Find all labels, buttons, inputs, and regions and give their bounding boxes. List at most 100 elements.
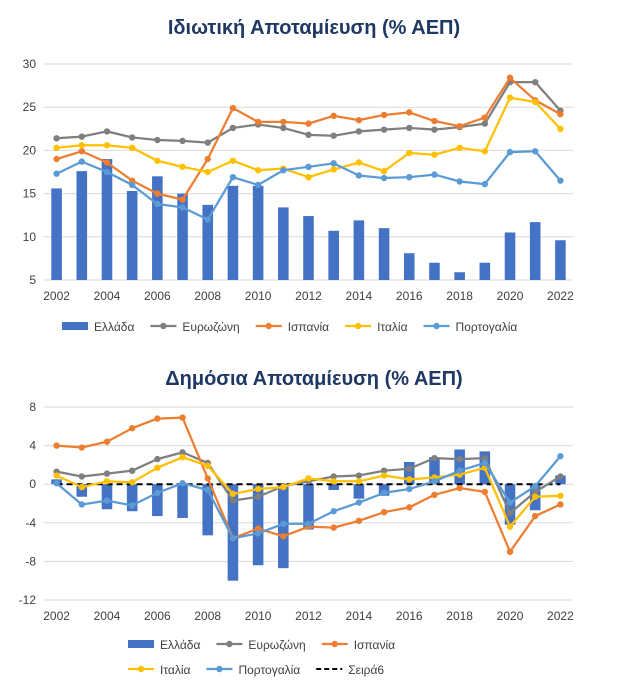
- point-eurozone-2020: [506, 509, 514, 517]
- y-tick-label: 4: [29, 439, 36, 453]
- point-spain-2021: [532, 512, 539, 520]
- bar-greece-2016: [403, 253, 415, 280]
- x-tick-label: 2012: [295, 289, 322, 303]
- legend-item-spain: Ισπανία: [255, 320, 329, 334]
- point-eurozone-2016: [406, 124, 413, 132]
- x-tick-label: 2018: [446, 609, 473, 623]
- point-eurozone-2017: [431, 126, 438, 133]
- italy-series: [53, 453, 564, 530]
- x-tick-label: 2010: [245, 609, 272, 623]
- bar-greece-2016: [403, 462, 415, 485]
- point-portugal-2005: [128, 181, 136, 189]
- point-portugal-2010: [254, 181, 262, 189]
- point-eurozone-2015: [380, 467, 388, 474]
- bar-greece-2014: [353, 484, 365, 499]
- y-tick-label: 15: [23, 187, 37, 201]
- point-italy-2009: [229, 490, 237, 498]
- point-italy-2005: [128, 479, 136, 486]
- point-portugal-2007: [179, 480, 186, 487]
- point-eurozone-2005: [128, 134, 136, 141]
- legend-label: Ευρωζώνη: [182, 320, 239, 334]
- legend-swatch: [128, 640, 154, 648]
- bar-greece-2002: [51, 188, 62, 280]
- x-tick-label: 2002: [43, 289, 70, 303]
- legend-item-portugal: Πορτογαλία: [206, 663, 300, 677]
- bar-greece-2010: [252, 484, 264, 566]
- point-spain-2019: [481, 114, 489, 121]
- bar-greece-2012: [303, 216, 314, 280]
- point-spain-2020: [506, 548, 514, 555]
- point-italy-2009: [229, 157, 237, 164]
- point-eurozone-2015: [380, 126, 388, 133]
- point-spain-2011: [280, 118, 287, 126]
- point-portugal-2009: [229, 535, 237, 542]
- point-italy-2004: [103, 478, 111, 485]
- point-spain-2010: [254, 118, 262, 126]
- legend-item-spain: Ισπανία: [321, 638, 395, 652]
- point-italy-2014: [355, 478, 363, 485]
- point-spain-2006: [154, 190, 161, 197]
- point-spain-2003: [78, 148, 85, 155]
- bar-greece-2010: [252, 185, 264, 280]
- bar-greece-2007: [177, 193, 188, 280]
- point-portugal-2006: [154, 200, 161, 208]
- point-eurozone-2019: [481, 454, 489, 462]
- point-portugal-2008: [204, 486, 211, 494]
- point-eurozone-2009: [229, 497, 237, 504]
- point-portugal-2013: [330, 160, 337, 167]
- point-portugal-2019: [481, 180, 489, 188]
- point-portugal-2012: [305, 163, 312, 171]
- point-spain-2003: [78, 444, 85, 451]
- legend-item-eurozone: Ευρωζώνη: [150, 320, 240, 334]
- point-spain-2011: [280, 533, 287, 540]
- bar-greece-2009: [227, 185, 239, 280]
- x-tick-label: 2020: [497, 289, 524, 303]
- point-eurozone-2005: [128, 467, 136, 474]
- point-portugal-2009: [229, 173, 237, 181]
- point-portugal-2002: [53, 480, 60, 487]
- y-tick-label: 8: [29, 400, 36, 414]
- point-eurozone-2004: [103, 128, 111, 135]
- x-tick-label: 2010: [245, 289, 272, 303]
- x-tick-label: 2012: [295, 609, 322, 623]
- point-spain-2017: [431, 491, 438, 499]
- legend-label: Ισπανία: [354, 638, 395, 652]
- y-tick-label: -4: [25, 516, 36, 530]
- point-eurozone-2013: [330, 132, 337, 139]
- point-italy-2017: [431, 151, 438, 158]
- point-spain-2013: [330, 524, 337, 531]
- point-spain-2013: [330, 112, 337, 120]
- point-eurozone-2012: [305, 131, 312, 139]
- point-italy-2006: [154, 157, 161, 164]
- bar-greece-2012: [303, 484, 314, 530]
- x-tick-label: 2008: [194, 609, 221, 623]
- point-italy-2010: [254, 167, 262, 174]
- point-italy-2016: [406, 149, 413, 157]
- point-italy-2007: [179, 453, 186, 461]
- point-portugal-2002: [53, 170, 60, 177]
- greece-bars: [51, 159, 566, 280]
- legend: Ελλάδα Ευρωζώνη Ισπανία Ιταλία Πορτογαλία: [62, 320, 517, 334]
- point-italy-2015: [380, 167, 388, 175]
- point-portugal-2003: [78, 158, 85, 165]
- point-spain-2004: [103, 438, 111, 445]
- legend-marker: [160, 322, 167, 330]
- legend-marker: [137, 665, 145, 673]
- point-spain-2006: [154, 415, 161, 422]
- point-eurozone-2006: [154, 136, 161, 144]
- point-italy-2008: [204, 462, 211, 470]
- point-italy-2011: [280, 483, 287, 491]
- point-italy-2021: [532, 493, 539, 500]
- point-italy-2006: [154, 464, 161, 471]
- legend-label: Ιταλία: [377, 320, 408, 334]
- point-portugal-2016: [406, 485, 413, 493]
- point-eurozone-2014: [355, 472, 363, 479]
- point-eurozone-2008: [204, 139, 211, 146]
- point-spain-2009: [229, 104, 237, 112]
- point-italy-2002: [53, 472, 60, 479]
- legend-label: Ιταλία: [160, 663, 191, 677]
- bar-greece-2011: [278, 207, 289, 280]
- point-portugal-2017: [431, 171, 438, 178]
- legend-item-italy: Ιταλία: [128, 663, 191, 677]
- spain-series: [53, 74, 564, 203]
